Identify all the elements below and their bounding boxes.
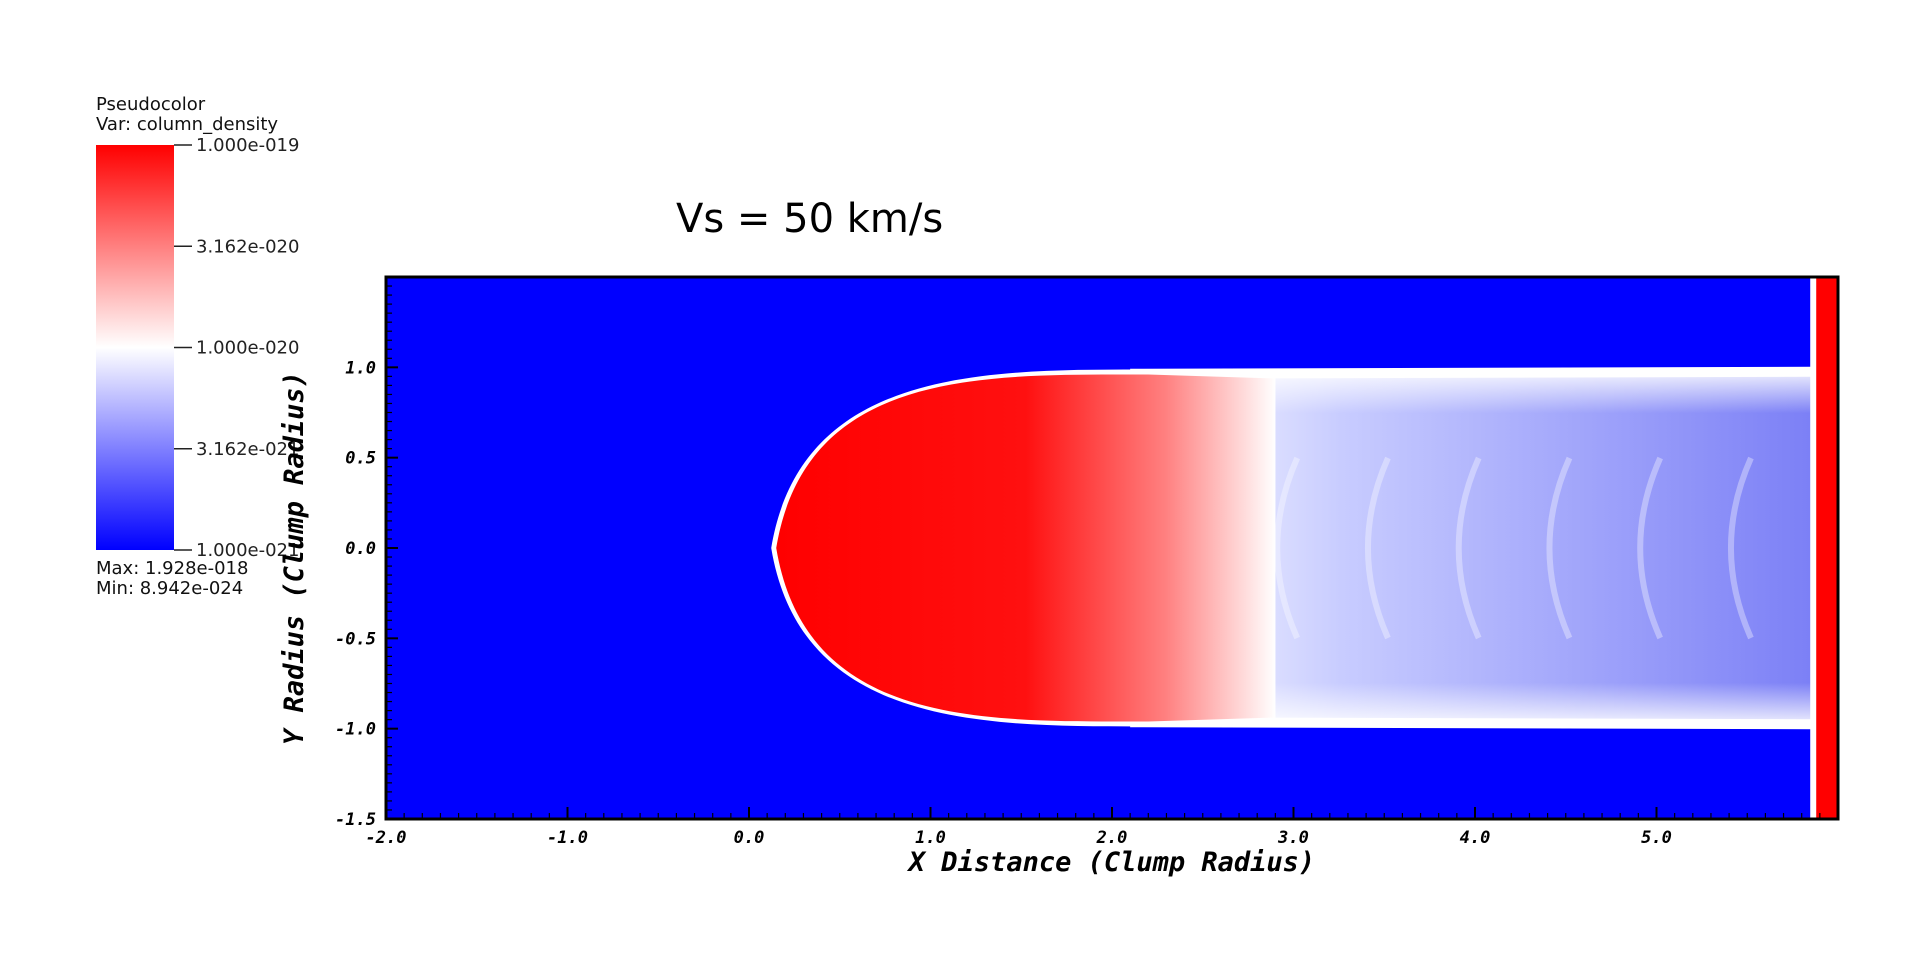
y-tick-label: 0.0	[345, 539, 376, 559]
y-tick-label: -1.5	[335, 810, 376, 830]
chart-title: Vs = 50 km/s	[676, 196, 944, 242]
colorbar-tick-label: 1.000e-020	[196, 338, 299, 359]
x-tick-label: 3.0	[1277, 828, 1309, 848]
x-tick-label: 2.0	[1096, 828, 1128, 848]
tail-band	[1455, 456, 1482, 640]
tail-edge	[1130, 370, 1811, 726]
dense-head	[776, 374, 1276, 722]
colorbar-tick-label: 3.162e-020	[196, 236, 299, 257]
colorbar-tick-label: 1.000e-021	[196, 540, 299, 561]
colorbar	[96, 145, 174, 550]
legend-min-label: Min: 8.942e-024	[96, 578, 244, 599]
tail-band	[1364, 456, 1391, 640]
y-axis: -1.5 -1.0 -0.5 0.0 0.5 1.0	[335, 276, 398, 830]
x-tick-label: 4.0	[1460, 828, 1491, 848]
tail-band	[1274, 456, 1300, 640]
x-tick-label: 5.0	[1641, 828, 1672, 848]
x-tick-label: 0.0	[734, 828, 765, 848]
legend-max-label: Max: 1.928e-018	[96, 558, 249, 579]
tail-band	[1637, 456, 1663, 640]
x-tick-label: -2.0	[366, 828, 407, 848]
y-tick-label: 1.0	[345, 358, 376, 378]
y-axis-label: Y Radius (Clump Radius)	[279, 371, 310, 745]
colorbar-tick-label: 3.162e-021	[196, 439, 299, 460]
heatmap-field	[386, 277, 1838, 819]
legend-var-label: Var: column_density	[96, 114, 279, 135]
y-tick-label: -1.0	[335, 720, 376, 740]
colorbar-tick-label: 1.000e-019	[196, 135, 299, 156]
x-tick-label: 1.0	[915, 828, 946, 848]
tail-band	[1727, 456, 1754, 640]
y-tick-label: -0.5	[335, 629, 376, 649]
y-tick-label: 0.5	[345, 449, 376, 469]
boundary-wall	[1816, 277, 1838, 819]
x-axis-label: X Distance (Clump Radius)	[907, 847, 1315, 878]
x-axis: -2.0 -1.0 0.0 1.0 2.0 3.0 4.0 5.0	[366, 807, 1839, 848]
x-tick-label: -1.0	[547, 828, 588, 848]
legend-plot-type: Pseudocolor	[96, 94, 206, 115]
tail-band	[1546, 456, 1573, 640]
colorbar-ticks: 1.000e-019 3.162e-020 1.000e-020 3.162e-021…	[174, 135, 299, 561]
